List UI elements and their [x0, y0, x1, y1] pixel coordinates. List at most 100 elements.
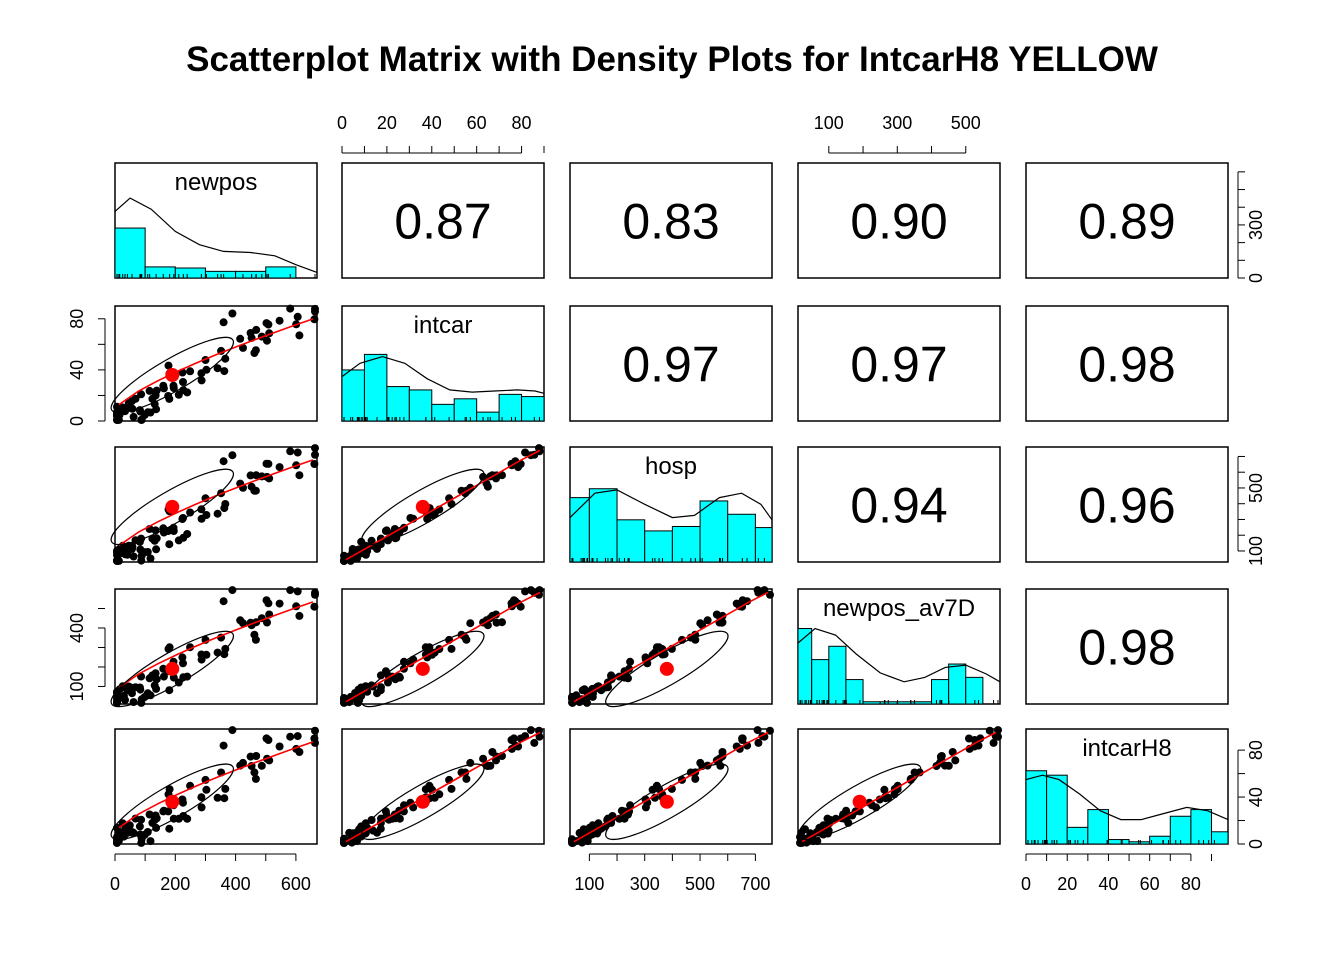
centroid-point [415, 794, 430, 809]
data-point [974, 741, 983, 750]
tick-label: 0 [337, 113, 347, 133]
data-point [197, 505, 206, 514]
data-point [738, 596, 747, 605]
tick-label: 500 [951, 113, 981, 133]
data-point [220, 794, 229, 803]
histogram-bar [1025, 770, 1048, 845]
data-point [221, 354, 230, 363]
tick-label: 40 [67, 360, 87, 380]
data-point [150, 681, 159, 690]
data-point [145, 674, 154, 683]
loess-line [345, 591, 541, 703]
tick-label: 0 [1246, 273, 1266, 283]
data-point [143, 548, 152, 556]
data-point [151, 669, 160, 678]
data-point [123, 550, 132, 559]
panel-intcarH8-newpos [110, 726, 319, 847]
data-point [390, 674, 399, 683]
centroid-point [415, 661, 430, 676]
data-point [220, 367, 229, 376]
loess-line [118, 741, 314, 829]
data-point [583, 828, 592, 836]
data-point [169, 527, 178, 535]
data-point [143, 689, 152, 698]
data-point [311, 444, 319, 453]
panel-intcarH8-intcarH8: intcarH8 [1025, 728, 1229, 845]
data-point [594, 819, 603, 828]
histogram-bar [797, 628, 813, 705]
data-point [137, 815, 146, 824]
data-point [652, 643, 661, 652]
data-point [135, 683, 144, 692]
panel-frame [114, 446, 318, 563]
tick-label: 60 [1140, 874, 1160, 894]
data-point [251, 635, 260, 644]
data-point [239, 343, 247, 352]
data-point [766, 590, 774, 599]
data-point [146, 554, 155, 563]
data-point [251, 346, 260, 355]
data-point [311, 726, 319, 735]
tick-label: 0 [1246, 839, 1266, 849]
correlation-value: 0.90 [850, 194, 947, 250]
data-point [648, 650, 657, 659]
tick-label: 80 [512, 113, 532, 133]
tick-label: 100 [574, 874, 604, 894]
data-point [293, 448, 302, 457]
data-point [479, 754, 488, 763]
tick-label: 400 [221, 874, 251, 894]
data-point [466, 619, 475, 628]
data-point [361, 550, 370, 559]
data-point [509, 734, 518, 743]
data-point [447, 644, 456, 653]
data-point [113, 407, 121, 416]
correlation-value: 0.98 [1078, 620, 1175, 676]
variable-name: intcarH8 [1082, 735, 1171, 762]
correlation-value: 0.96 [1078, 478, 1175, 534]
panel-frame [569, 588, 773, 705]
data-point [179, 378, 187, 386]
data-point [131, 394, 140, 403]
data-point [262, 459, 271, 468]
panel-hosp-hosp: hosp [569, 446, 773, 563]
data-point [716, 761, 725, 770]
data-point [137, 551, 146, 560]
histogram-bar [1190, 809, 1213, 845]
correlation-ellipse [361, 468, 485, 546]
correlation-ellipse [361, 763, 485, 840]
panel-intcar-newpos [110, 304, 319, 424]
data-point [641, 803, 650, 812]
correlation-value: 0.97 [850, 337, 947, 393]
panel-newpos_av7D-hosp [568, 586, 774, 708]
data-point [197, 793, 206, 802]
data-point [462, 774, 471, 783]
histogram-bar [616, 519, 646, 563]
data-point [150, 400, 159, 409]
histogram-bar [1128, 841, 1151, 845]
data-point [113, 548, 121, 557]
data-point [801, 825, 809, 834]
data-point [703, 616, 712, 625]
tick-label: 20 [377, 113, 397, 133]
correlation-ellipse [797, 763, 922, 840]
centroid-point [165, 794, 180, 809]
data-point [179, 659, 187, 668]
tick-label: 80 [1246, 740, 1266, 760]
tick-label: 300 [1246, 210, 1266, 240]
panel-frame [569, 305, 773, 422]
correlation-value: 0.87 [394, 194, 491, 250]
panel-frame [797, 305, 1001, 422]
data-point [113, 415, 121, 424]
loess-line [345, 731, 541, 843]
panel-frame [114, 588, 318, 705]
data-point [361, 819, 370, 828]
data-point [696, 619, 705, 628]
data-point [113, 698, 121, 707]
data-point [535, 444, 543, 453]
panel-frame [341, 588, 545, 705]
histogram-bar [811, 659, 830, 705]
data-point [178, 653, 187, 662]
data-point [219, 457, 228, 466]
data-point [369, 826, 377, 835]
loess-line [573, 591, 769, 703]
